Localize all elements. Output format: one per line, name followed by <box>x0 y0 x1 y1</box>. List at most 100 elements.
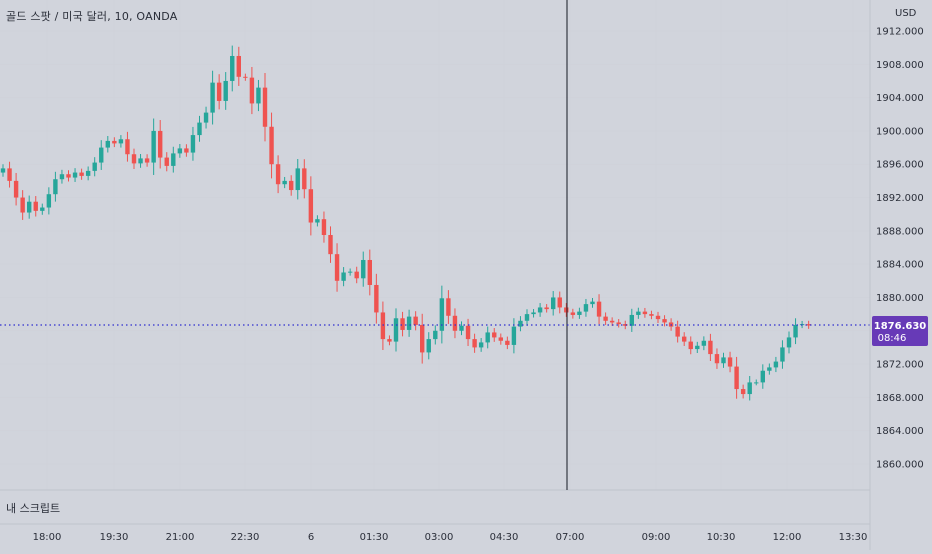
candle <box>59 169 65 184</box>
candle <box>688 336 693 355</box>
candle <box>780 340 785 369</box>
time-tick-label: 04:30 <box>490 532 519 543</box>
candle <box>439 285 445 344</box>
candle <box>413 311 418 331</box>
candle <box>164 152 169 172</box>
candle-body <box>13 180 19 198</box>
candle <box>249 66 255 115</box>
candle-body <box>629 314 634 326</box>
candle-body <box>59 174 65 180</box>
last-price-tag: 1876.630 08:46 <box>872 316 928 346</box>
candle-body <box>413 316 418 325</box>
price-axis[interactable]: 1912.000 1908.000 1904.000 1900.000 1896.000… <box>869 0 924 550</box>
candle-body <box>439 298 445 331</box>
candle-body <box>302 168 307 190</box>
candle <box>747 375 752 401</box>
candle-body <box>256 87 261 104</box>
candle <box>721 352 726 368</box>
candle-body <box>426 339 431 353</box>
candle <box>243 73 248 81</box>
candle-body <box>40 207 45 211</box>
time-axis[interactable]: 18:00 19:30 21:00 22:30 6 01:30 03:00 04:30 07:0… <box>0 523 870 543</box>
candle-body <box>79 172 84 176</box>
candle <box>46 187 52 215</box>
candle <box>806 320 811 329</box>
candle <box>158 120 163 169</box>
candle <box>203 106 209 129</box>
candle <box>354 266 359 284</box>
candle-body <box>760 370 765 383</box>
time-tick-label: 22:30 <box>231 532 260 543</box>
candle-body <box>158 130 163 158</box>
candle <box>171 146 176 173</box>
candle <box>498 333 503 345</box>
candle-body <box>131 154 137 164</box>
candle-body <box>347 271 353 273</box>
candle-body <box>472 339 477 348</box>
candle-body <box>551 297 556 310</box>
candle <box>583 298 589 317</box>
candle-body <box>20 197 25 213</box>
candle-body <box>662 319 667 323</box>
countdown-label: 08:46 <box>878 333 907 344</box>
candle-body <box>138 158 143 164</box>
candle <box>629 308 634 332</box>
candle-body <box>236 55 241 77</box>
candle <box>636 307 641 319</box>
indicator-pane-label[interactable]: 내 스크립트 <box>6 502 61 515</box>
price-tick-label: 1908.000 <box>876 60 924 71</box>
symbol-title[interactable]: 골드 스팟 / 미국 달러, 10, OANDA <box>6 10 178 23</box>
candle-body <box>655 315 661 320</box>
candle <box>695 341 700 354</box>
candle-body <box>682 336 687 342</box>
candle-body <box>216 82 222 101</box>
candle <box>786 331 792 354</box>
candle-body <box>46 194 52 208</box>
candle-body <box>767 367 772 371</box>
candle <box>472 333 477 353</box>
candle-body <box>492 332 497 338</box>
candle-body <box>374 284 379 313</box>
candle-body <box>420 324 425 353</box>
price-axis-unit-label: USD <box>895 8 917 19</box>
candle-body <box>537 307 543 313</box>
candle-body <box>577 311 582 315</box>
time-tick-label: 01:30 <box>360 532 389 543</box>
candle-body <box>354 271 359 279</box>
candle <box>236 46 241 86</box>
candle-body <box>367 259 372 285</box>
candle <box>708 333 713 361</box>
candle-body <box>754 382 759 384</box>
candle-body <box>806 324 811 326</box>
candle <box>321 211 327 243</box>
candle-body <box>289 180 294 191</box>
candle-body <box>649 314 654 316</box>
candle <box>727 351 733 373</box>
candle-body <box>282 180 287 185</box>
candle <box>269 112 274 179</box>
price-tick-label: 1912.000 <box>876 27 924 38</box>
candle-body <box>786 337 792 348</box>
candle-body <box>505 340 510 345</box>
candle-body <box>570 312 576 315</box>
candle-body <box>85 170 91 176</box>
candle-body <box>406 316 412 330</box>
candle <box>302 159 307 199</box>
candle <box>492 328 497 342</box>
candle-body <box>596 301 602 317</box>
candle-body <box>400 318 405 330</box>
time-tick-label: 03:00 <box>425 532 454 543</box>
candle <box>347 268 353 276</box>
price-tick-label: 1872.000 <box>876 360 924 371</box>
candle-body <box>734 366 739 390</box>
candle <box>511 318 517 354</box>
candle-body <box>308 189 314 223</box>
candle <box>682 332 687 347</box>
price-tick-label: 1868.000 <box>876 393 924 404</box>
candle-body <box>459 325 464 331</box>
candle <box>649 310 654 320</box>
candle-body <box>478 342 484 348</box>
